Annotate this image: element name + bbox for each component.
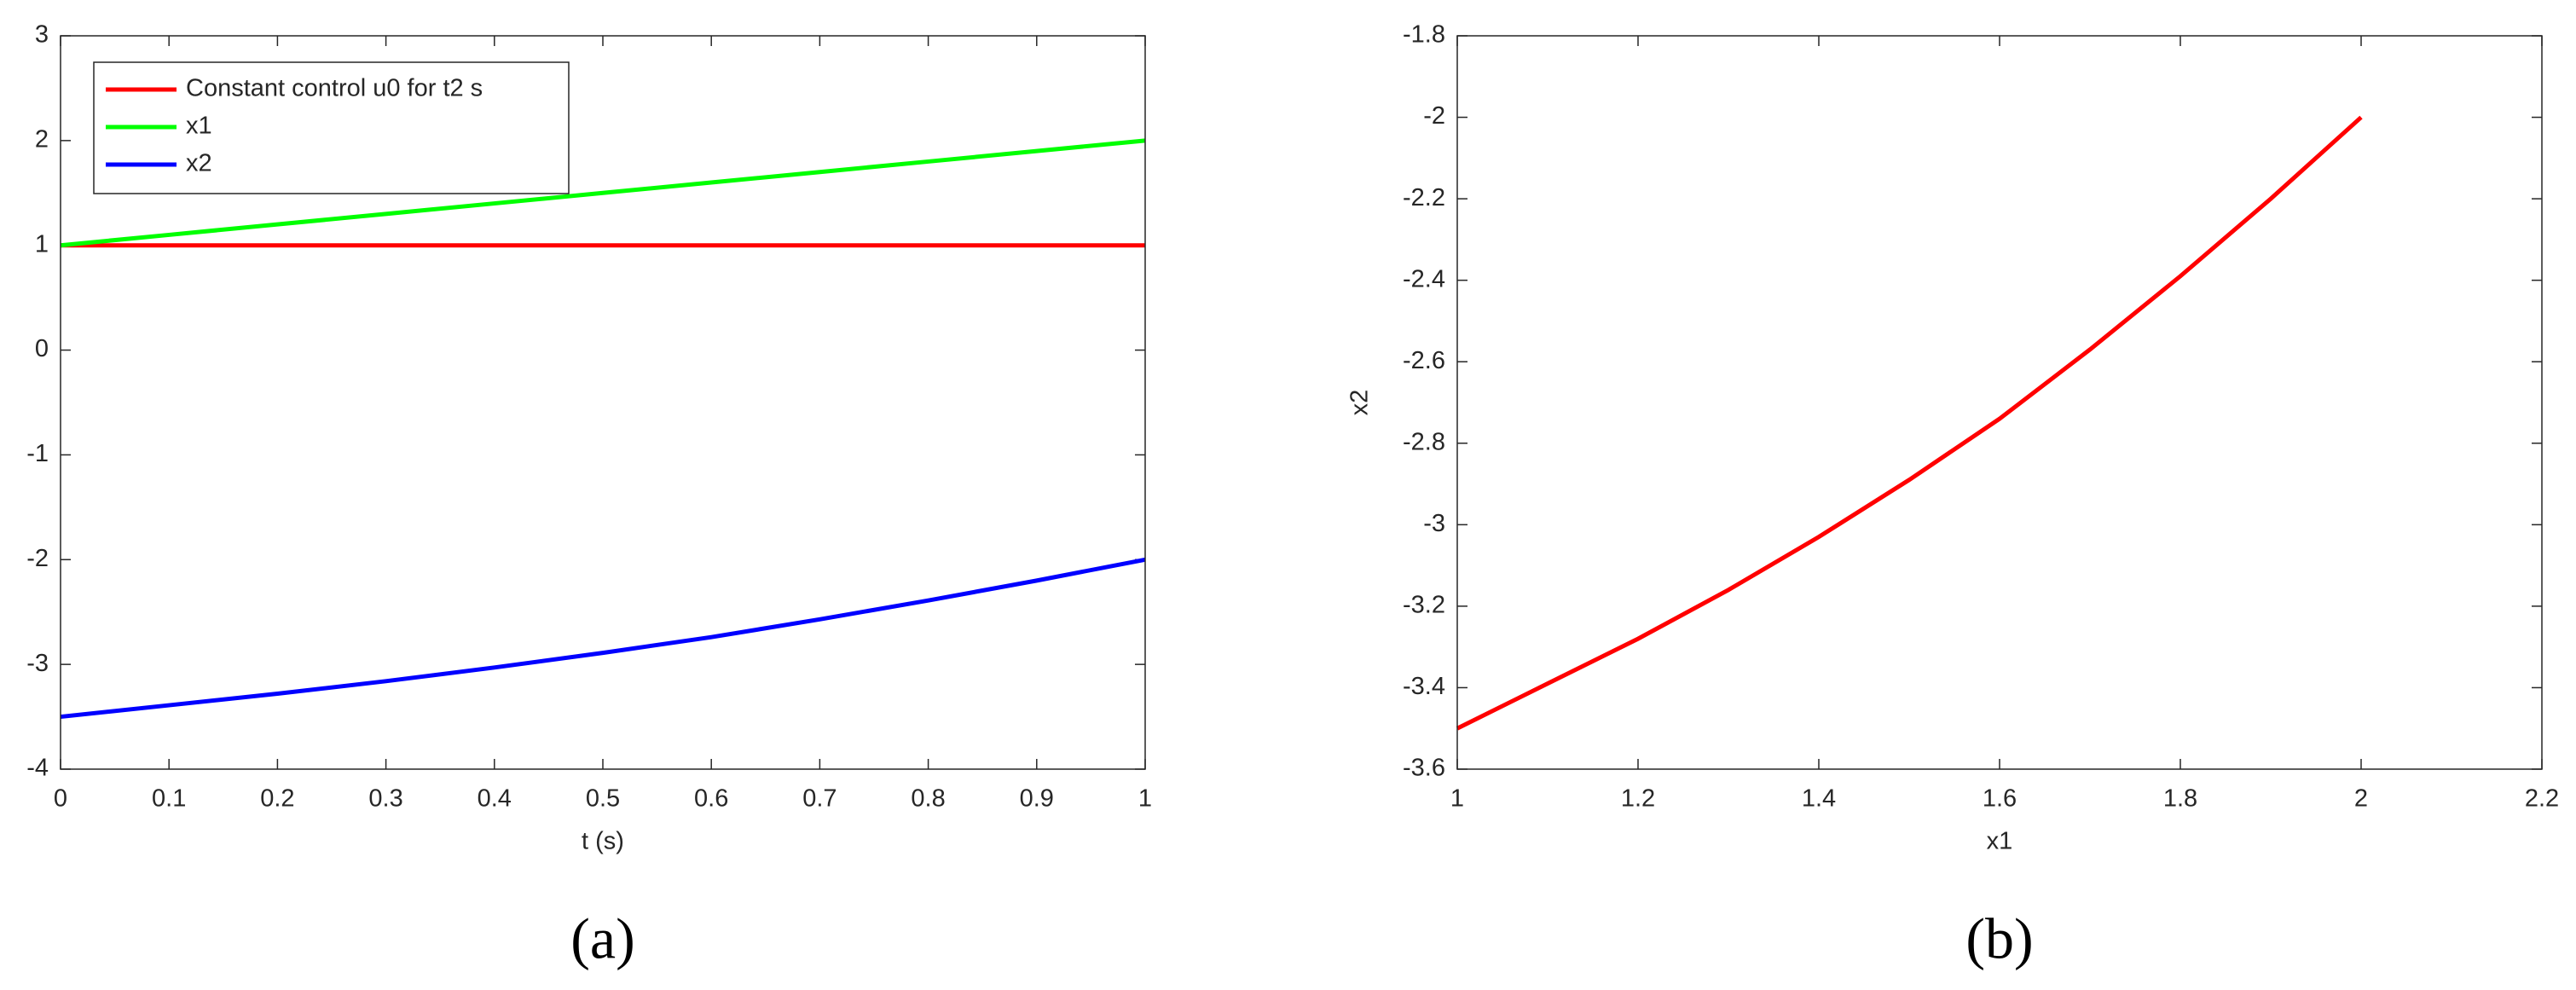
y-tick-label: -2.6 xyxy=(1403,347,1445,374)
data-line xyxy=(1456,115,2363,731)
x-tick-label: 2 xyxy=(2354,785,2368,813)
y-tick-label: -3.6 xyxy=(1403,755,1445,782)
x-tick-label: 2.2 xyxy=(2525,785,2559,813)
axes-box xyxy=(60,35,1146,770)
y-tick-label: -1 xyxy=(26,440,49,467)
y-tick-label: -3 xyxy=(1423,510,1445,537)
y-tick-label: -2.2 xyxy=(1403,184,1445,211)
x-tick-label: 0.3 xyxy=(368,785,402,813)
x-tick-label: 0 xyxy=(54,785,67,813)
y-tick-label: 1 xyxy=(35,230,49,258)
plot-area xyxy=(1457,36,2542,769)
x-tick-label: 0.1 xyxy=(152,785,186,813)
x-tick-label: 0.8 xyxy=(911,785,945,813)
y-tick-label: 2 xyxy=(35,126,49,153)
x-tick-label: 0.2 xyxy=(260,785,294,813)
y-tick-label: -4 xyxy=(26,755,49,782)
x-tick-label: 1.2 xyxy=(1621,785,1655,813)
y-tick-label: -2.4 xyxy=(1403,265,1445,292)
x-tick-label: 1.6 xyxy=(1983,785,2017,813)
x-tick-label: 0.7 xyxy=(802,785,836,813)
x-tick-label: 1 xyxy=(1450,785,1464,813)
y-tick-label: -2.8 xyxy=(1403,428,1445,455)
y-tick-label: -3 xyxy=(26,650,49,677)
x-tick-label: 0.4 xyxy=(478,785,512,813)
y-tick-label: -2 xyxy=(26,545,49,572)
legend-label: x1 xyxy=(186,113,212,140)
data-line xyxy=(60,138,1146,248)
y-tick-label: -3.4 xyxy=(1403,673,1445,700)
y-tick-label: -2 xyxy=(1423,102,1445,130)
caption: (b) xyxy=(1965,906,2033,971)
x-axis-label: t (s) xyxy=(582,828,624,855)
x-tick-label: 1 xyxy=(1138,785,1152,813)
y-axis-label: x2 xyxy=(1346,390,1374,416)
x-tick-label: 1.8 xyxy=(2163,785,2197,813)
y-tick-label: -3.2 xyxy=(1403,592,1445,619)
x-tick-label: 0.9 xyxy=(1020,785,1054,813)
caption: (a) xyxy=(570,906,634,971)
legend-label: Constant control u0 for t2 s xyxy=(186,75,483,102)
x-tick-label: 0.5 xyxy=(586,785,620,813)
x-tick-label: 0.6 xyxy=(694,785,728,813)
legend-label: x2 xyxy=(186,150,212,177)
x-axis-label: x1 xyxy=(1987,828,2013,855)
data-line xyxy=(60,557,1146,720)
axes-box xyxy=(1456,35,2543,770)
x-tick-label: 1.4 xyxy=(1802,785,1836,813)
y-tick-label: 3 xyxy=(35,21,49,49)
y-tick-label: 0 xyxy=(35,335,49,362)
y-tick-label: -1.8 xyxy=(1403,21,1445,49)
